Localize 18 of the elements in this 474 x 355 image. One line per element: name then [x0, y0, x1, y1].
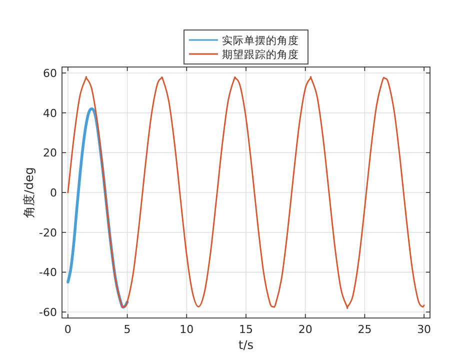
x-tick-label: 15: [239, 323, 253, 336]
y-tick-label: -40: [39, 266, 57, 280]
y-tick-label: 60: [43, 66, 57, 80]
x-tick-label: 30: [417, 323, 432, 336]
x-tick-label: 0: [64, 323, 72, 336]
x-tick-label: 5: [124, 323, 131, 336]
x-tick-label: 10: [180, 323, 194, 336]
y-tick-label: 40: [43, 106, 57, 120]
legend-label: 实际单摆的角度: [222, 34, 299, 47]
y-tick-label: -60: [39, 306, 57, 320]
y-tick-label: 0: [50, 186, 57, 200]
x-tick-label: 25: [358, 323, 372, 336]
x-axis-title: t/s: [238, 338, 254, 352]
y-tick-label: 20: [43, 146, 57, 160]
y-axis-title: 角度/deg: [22, 167, 36, 218]
legend-label: 期望跟踪的角度: [222, 48, 299, 61]
y-tick-label: -20: [39, 226, 57, 240]
x-tick-label: 20: [298, 323, 312, 336]
